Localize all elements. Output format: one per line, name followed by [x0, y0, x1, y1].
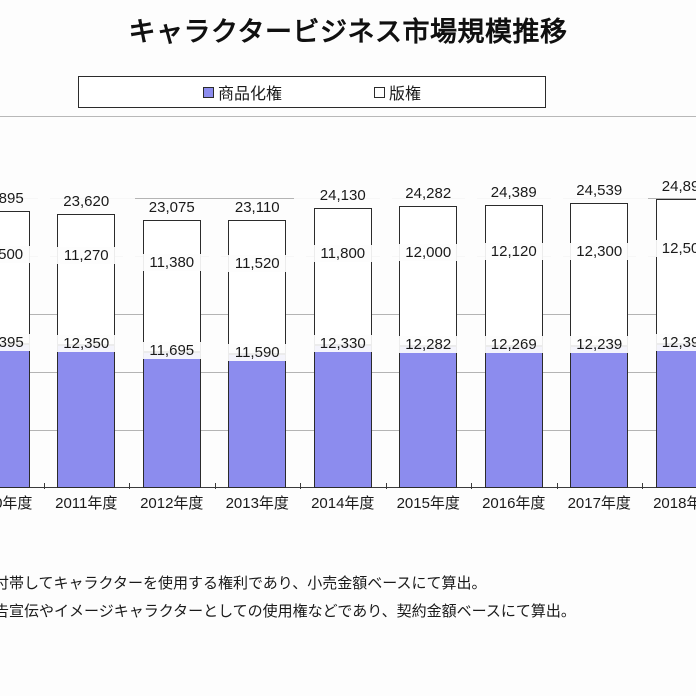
bar-segment-merchandising[interactable] [142, 352, 201, 488]
bar-value-label-merchandising: 11,695 [123, 342, 221, 360]
x-axis-tick [129, 483, 130, 489]
bar-segment-copyright[interactable] [570, 203, 629, 347]
header-divider [0, 116, 696, 117]
x-axis-tick [43, 483, 45, 489]
bar-segment-copyright[interactable] [313, 208, 372, 345]
bar-value-label-copyright: 11,520 [208, 254, 306, 272]
bar-segment-copyright[interactable] [57, 214, 116, 345]
footnote-2: 告宣伝やイメージキャラクターとしての使用権などであり、契約金額ベースにて算出。 [0, 603, 576, 620]
chart-plot-area: 23,895 11,500 12,395 23,620 11,270 12,350 23,0… [0, 140, 696, 489]
x-axis-label: 2011年度 [55, 495, 118, 512]
bar-group[interactable] [228, 219, 287, 488]
bar-value-label-merchandising: 12,269 [465, 335, 563, 353]
x-axis-label: 2013年度 [225, 495, 289, 512]
bar-value-label-copyright: 12,120 [465, 243, 563, 261]
bar-segment-copyright[interactable] [655, 199, 696, 345]
x-axis-tick [471, 483, 472, 489]
x-axis-label: 2014年度 [311, 495, 375, 512]
bar-total-label: 23,895 [0, 189, 50, 207]
bar-value-label-copyright: 11,500 [0, 245, 50, 263]
bar-value-label-merchandising: 12,330 [294, 334, 392, 352]
bar-total-label: 24,895 [636, 178, 696, 196]
bar-value-label-copyright: 12,500 [636, 239, 696, 257]
bar-segment-merchandising[interactable] [570, 346, 629, 488]
x-axis-tick [214, 483, 216, 489]
x-axis-labels: 2010年度 2011年度 2012年度 2013年度 2014年度 2015年度 2016… [0, 492, 696, 518]
chart-legend: 商品化権 版権 [78, 76, 546, 108]
bar-segment-copyright[interactable] [484, 205, 543, 346]
legend-item-merchandising: 商品化権 [202, 80, 282, 104]
bar-total-label: 23,620 [37, 193, 135, 210]
purple-square-icon [202, 86, 214, 98]
bar-group[interactable] [655, 199, 696, 488]
bar-segment-merchandising[interactable] [57, 344, 116, 488]
bar-segment-copyright[interactable] [142, 220, 201, 353]
bar-total-label: 24,389 [465, 184, 563, 202]
legend-label-copyright: 版権 [389, 86, 422, 103]
bar-total-label: 24,130 [294, 187, 392, 205]
bar-value-label-merchandising: 12,282 [379, 335, 477, 353]
bar-segment-merchandising[interactable] [399, 345, 458, 488]
bar-value-label-copyright: 12,000 [379, 243, 477, 261]
x-axis-label: 2010年度 [0, 495, 33, 512]
bar-group[interactable] [313, 208, 372, 488]
x-axis-label: 2016年度 [482, 495, 546, 512]
legend-label-merchandising: 商品化権 [217, 86, 282, 103]
x-axis-tick [556, 483, 558, 489]
x-axis-label: 2017年度 [567, 495, 631, 512]
bar-value-label-merchandising: 12,395 [636, 334, 696, 352]
x-axis-label: 2018年度 [653, 495, 696, 512]
x-axis-tick [300, 483, 301, 489]
bar-segment-merchandising[interactable] [228, 353, 287, 488]
bar-segment-merchandising[interactable] [655, 344, 696, 488]
bar-value-label-copyright: 12,300 [550, 242, 648, 260]
legend-item-copyright: 版権 [374, 80, 421, 104]
bar-segment-copyright[interactable] [399, 206, 458, 346]
bar-value-label-merchandising: 12,239 [550, 336, 648, 354]
bar-group[interactable] [399, 206, 458, 488]
bar-value-label-merchandising: 11,590 [208, 343, 306, 361]
footnote-1: 付帯してキャラクターを使用する権利であり、小売金額ベースにて算出。 [0, 575, 487, 592]
x-axis-tick [642, 483, 643, 489]
bar-group[interactable] [142, 220, 201, 488]
bar-value-label-copyright: 11,270 [37, 247, 135, 265]
bar-value-label-merchandising: 12,395 [0, 334, 50, 352]
bar-value-label-copyright: 11,800 [294, 244, 392, 262]
x-axis-tick [385, 483, 387, 489]
x-axis-label: 2012年度 [140, 495, 204, 512]
footnotes: 付帯してキャラクターを使用する権利であり、小売金額ベースにて算出。 告宣伝やイメ… [0, 570, 696, 626]
bar-segment-merchandising[interactable] [484, 345, 543, 488]
bar-segment-merchandising[interactable] [313, 344, 372, 488]
bar-value-label-merchandising: 12,350 [37, 334, 135, 352]
bar-group[interactable] [57, 214, 116, 488]
bar-total-label: 24,539 [550, 182, 648, 200]
bar-group[interactable] [570, 203, 629, 488]
x-axis-label: 2015年度 [396, 495, 460, 512]
bar-total-label: 23,110 [208, 198, 306, 216]
bar-segment-merchandising[interactable] [0, 344, 30, 488]
page-title: キャラクタービジネス市場規模推移 [128, 17, 568, 47]
bar-group[interactable] [484, 205, 543, 488]
bar-total-label: 24,282 [379, 185, 477, 203]
white-square-icon [374, 86, 385, 98]
bar-value-label-copyright: 11,380 [123, 254, 221, 272]
bar-segment-copyright[interactable] [228, 219, 287, 354]
bar-total-label: 23,075 [123, 199, 221, 217]
bar-segment-copyright[interactable] [0, 210, 30, 345]
